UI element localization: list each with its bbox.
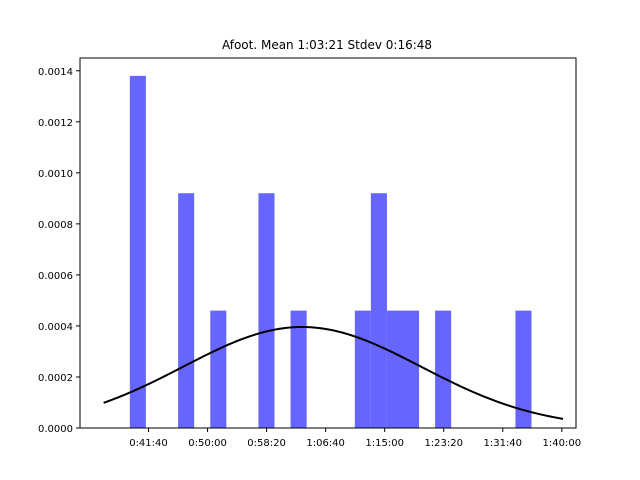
x-tick-label: 1:23:20 bbox=[424, 438, 463, 449]
histogram-bar bbox=[386, 310, 403, 428]
y-tick-label: 0.0008 bbox=[38, 220, 73, 231]
x-axis: 0:41:40 0:50:00 0:58:20 1:06:40 1:15:00 1:23:… bbox=[129, 428, 581, 449]
plot-frame bbox=[79, 57, 577, 429]
normal-curve bbox=[103, 326, 564, 420]
y-tick-label: 0.0010 bbox=[38, 169, 73, 180]
chart-title: Afoot. Mean 1:03:21 Stdev 0:16:48 bbox=[222, 38, 432, 52]
y-axis: 0.0000 0.0002 0.0004 0.0006 0.0008 0.0010 0.00… bbox=[38, 67, 80, 435]
bars-group bbox=[129, 75, 532, 429]
y-tick-label: 0.0002 bbox=[38, 373, 73, 384]
x-tick-label: 1:06:40 bbox=[306, 438, 345, 449]
y-tick-label: 0.0012 bbox=[38, 118, 73, 129]
histogram-bar bbox=[178, 193, 195, 428]
y-tick-label: 0.0014 bbox=[38, 67, 73, 78]
x-tick-label: 0:50:00 bbox=[188, 438, 227, 449]
y-tick-label: 0.0000 bbox=[38, 424, 73, 435]
histogram-bar bbox=[435, 310, 452, 428]
histogram-bar bbox=[210, 310, 227, 428]
histogram-bar bbox=[515, 310, 532, 428]
x-tick-label: 1:15:00 bbox=[365, 438, 404, 449]
histogram-bar bbox=[129, 75, 146, 429]
histogram-bar bbox=[354, 310, 371, 428]
y-tick-label: 0.0006 bbox=[38, 271, 73, 282]
histogram-bar bbox=[402, 310, 420, 428]
x-tick-label: 0:58:20 bbox=[247, 438, 286, 449]
y-tick-label: 0.0004 bbox=[38, 322, 73, 333]
x-tick-label: 0:41:40 bbox=[129, 438, 168, 449]
histogram-bar bbox=[258, 193, 275, 428]
histogram-bar bbox=[370, 193, 387, 428]
histogram-bar bbox=[290, 310, 307, 428]
x-tick-label: 1:40:00 bbox=[543, 438, 582, 449]
x-tick-label: 1:31:40 bbox=[483, 438, 522, 449]
